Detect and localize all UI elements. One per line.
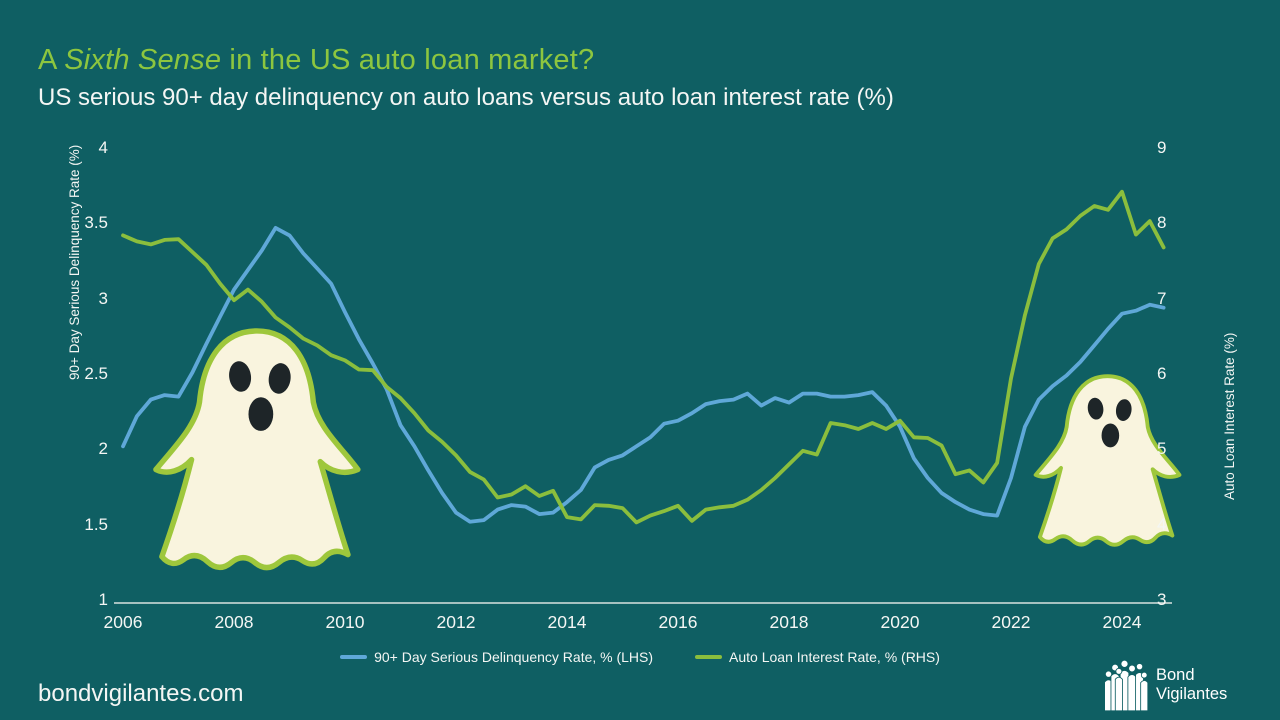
- left-axis-ticks: 1 1.5 2 2.5 3 3.5 4: [58, 0, 108, 720]
- right-axis-tick-label: 9: [1157, 138, 1167, 157]
- right-axis-ticks: 3 4 5 6 7 8 9: [1157, 0, 1207, 720]
- left-axis-tick-label: 2: [98, 439, 108, 459]
- ghost-illustration-large: [153, 328, 361, 571]
- ghost-eye: [268, 363, 291, 394]
- logo-text-line1: Bond: [1156, 665, 1195, 684]
- x-axis-tick-label: 2022: [991, 612, 1031, 632]
- right-axis-tick-label: 7: [1157, 288, 1167, 308]
- x-axis-tick-label: 2008: [214, 612, 254, 632]
- x-axis-tick-label: 2020: [880, 612, 920, 632]
- page-title: A Sixth Sense in the US auto loan market…: [38, 44, 595, 76]
- legend-label: Auto Loan Interest Rate, % (RHS): [729, 649, 940, 665]
- logo-text-line2: Vigilantes: [1156, 684, 1228, 703]
- right-axis-tick-label: 8: [1157, 213, 1167, 233]
- footer-url: bondvigilantes.com: [38, 680, 244, 707]
- right-axis-tick-label: 5: [1157, 439, 1167, 459]
- x-axis-ticks: 2006 2008 2010 2012 2014 2016 2018 2020 2022 2024: [0, 612, 1280, 636]
- x-axis-tick-label: 2018: [769, 612, 809, 632]
- right-axis-tick-label: 6: [1157, 364, 1167, 383]
- legend-label: 90+ Day Serious Delinquency Rate, % (LHS…: [374, 649, 654, 665]
- legend-item: Auto Loan Interest Rate, % (RHS): [695, 649, 940, 665]
- legend-item: 90+ Day Serious Delinquency Rate, % (LHS…: [340, 649, 653, 665]
- left-axis-tick-label: 2.5: [84, 363, 108, 383]
- legend-line-swatch: [695, 655, 723, 659]
- ghost-mouth: [248, 397, 274, 431]
- bond-vigilantes-logo: Bond Vigilantes: [1101, 658, 1227, 711]
- right-axis-tick-label: 4: [1157, 514, 1167, 534]
- left-axis-title: 90+ Day Serious Delinquency Rate (%): [67, 144, 82, 380]
- left-axis-tick-label: 1.5: [84, 514, 108, 534]
- x-axis-tick-label: 2024: [1102, 612, 1142, 632]
- x-axis-tick-label: 2012: [436, 612, 476, 632]
- left-axis-tick-label: 4: [98, 137, 108, 157]
- left-axis-tick-label: 1: [98, 590, 108, 609]
- ghost-illustration-small: [1033, 374, 1182, 547]
- chart-legend: 90+ Day Serious Delinquency Rate, % (LHS…: [0, 649, 1280, 665]
- x-axis-tick-label: 2006: [103, 612, 143, 632]
- left-axis-tick-label: 3: [98, 288, 108, 308]
- ghost-eye: [1087, 397, 1104, 420]
- legend-line-swatch: [340, 655, 368, 659]
- ghost-mouth: [1101, 423, 1120, 448]
- ghost-eye: [1115, 399, 1132, 421]
- bond-vigilantes-people-icon: [1104, 659, 1148, 711]
- right-axis-tick-label: 3: [1157, 590, 1167, 609]
- chart-subtitle: US serious 90+ day delinquency on auto l…: [38, 84, 894, 111]
- interest-rate-line: [121, 189, 1166, 525]
- x-axis-tick-label: 2016: [658, 612, 698, 632]
- x-axis-tick-label: 2014: [547, 612, 587, 632]
- x-axis-tick-label: 2010: [325, 612, 365, 632]
- ghost-eye: [229, 361, 252, 392]
- delinquency-rate-line: [121, 225, 1166, 524]
- right-axis-title: Auto Loan Interest Rate (%): [1222, 332, 1237, 500]
- left-axis-tick-label: 3.5: [84, 213, 108, 233]
